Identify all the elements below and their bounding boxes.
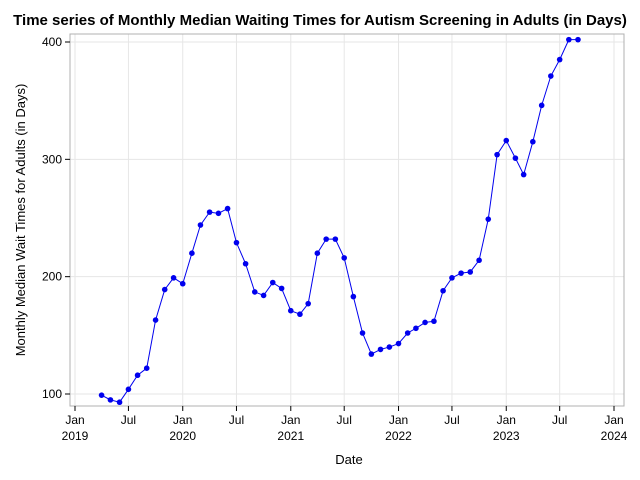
- data-point: [575, 36, 581, 43]
- data-point: [206, 209, 213, 215]
- data-point: [458, 270, 464, 276]
- data-point: [107, 397, 114, 403]
- data-point: [170, 275, 177, 281]
- data-point: [233, 239, 240, 246]
- data-point: [512, 155, 519, 161]
- data-point: [305, 300, 311, 307]
- data-point: [242, 260, 249, 267]
- data-point: [395, 340, 402, 347]
- data-point: [278, 285, 285, 292]
- x-tick-label-month: Jul: [444, 413, 459, 427]
- data-point: [503, 137, 510, 144]
- x-tick-label-month: Jul: [552, 413, 567, 427]
- data-point: [368, 351, 375, 357]
- y-tick-label: 100: [42, 387, 62, 401]
- data-point: [116, 399, 123, 406]
- x-tick-label-month: Jul: [229, 413, 244, 427]
- data-point: [224, 205, 231, 212]
- y-tick-label: 200: [42, 270, 62, 284]
- data-point: [197, 222, 204, 228]
- data-point: [179, 280, 186, 287]
- data-point: [404, 330, 411, 336]
- data-point: [269, 279, 276, 286]
- plot-frame: [69, 33, 625, 407]
- x-tick-label-year: 2020: [169, 429, 196, 443]
- x-axis-label: Date: [335, 452, 362, 467]
- data-point: [152, 317, 159, 323]
- data-point: [332, 236, 339, 242]
- y-tick-label: 400: [42, 35, 62, 49]
- data-point: [260, 292, 267, 299]
- data-point: [431, 318, 437, 325]
- data-point: [323, 236, 330, 242]
- x-tick-label-month: Jan: [497, 413, 516, 427]
- x-tick-label-year: 2023: [493, 429, 520, 443]
- x-tick-label-year: 2021: [277, 429, 304, 443]
- data-point: [161, 286, 168, 293]
- data-point: [440, 287, 446, 294]
- axes: Jan 2019 Jul Jan 2020 Jul Jan 2021 Jul Jan 2022 Jul…: [42, 35, 628, 443]
- x-tick-label-year: 2024: [601, 429, 628, 443]
- y-tick-label: 300: [42, 152, 62, 166]
- data-point: [189, 250, 195, 256]
- x-tick-label-year: 2022: [385, 429, 412, 443]
- x-tick-label-month: Jan: [281, 413, 300, 427]
- data-point: [422, 319, 428, 326]
- x-tick-label-month: Jul: [121, 413, 136, 427]
- data-point: [143, 365, 150, 371]
- x-tick-label-year: 2019: [62, 429, 89, 443]
- data-point: [314, 250, 321, 256]
- data-point: [556, 56, 563, 63]
- x-tick-label-month: Jan: [604, 413, 623, 427]
- data-point: [125, 386, 132, 393]
- data-point: [215, 210, 222, 217]
- x-tick-label-month: Jan: [173, 413, 192, 427]
- x-tick-label-month: Jan: [65, 413, 84, 427]
- data-point: [287, 307, 294, 314]
- data-point: [251, 289, 258, 295]
- data-point: [520, 171, 527, 178]
- data-point: [350, 293, 357, 300]
- data-point: [386, 344, 393, 350]
- data-point: [341, 255, 348, 261]
- data-points: [98, 36, 581, 406]
- grid: [70, 34, 624, 406]
- data-point: [538, 102, 545, 109]
- y-axis-label: Monthly Median Wait Times for Adults (in…: [13, 84, 28, 357]
- data-point: [467, 269, 474, 275]
- data-point: [449, 275, 455, 281]
- data-point: [98, 392, 105, 398]
- data-point: [359, 330, 366, 336]
- chart-title: Time series of Monthly Median Waiting Ti…: [13, 12, 627, 29]
- data-point: [134, 372, 141, 379]
- data-point: [377, 346, 384, 353]
- data-point: [485, 216, 492, 222]
- x-tick-label-month: Jan: [389, 413, 408, 427]
- data-point: [494, 151, 500, 158]
- data-point: [297, 311, 303, 318]
- data-point: [413, 325, 419, 332]
- data-point: [548, 73, 554, 79]
- data-point: [566, 36, 572, 43]
- x-tick-label-month: Jul: [337, 413, 352, 427]
- data-point: [476, 257, 482, 264]
- data-point: [530, 138, 536, 145]
